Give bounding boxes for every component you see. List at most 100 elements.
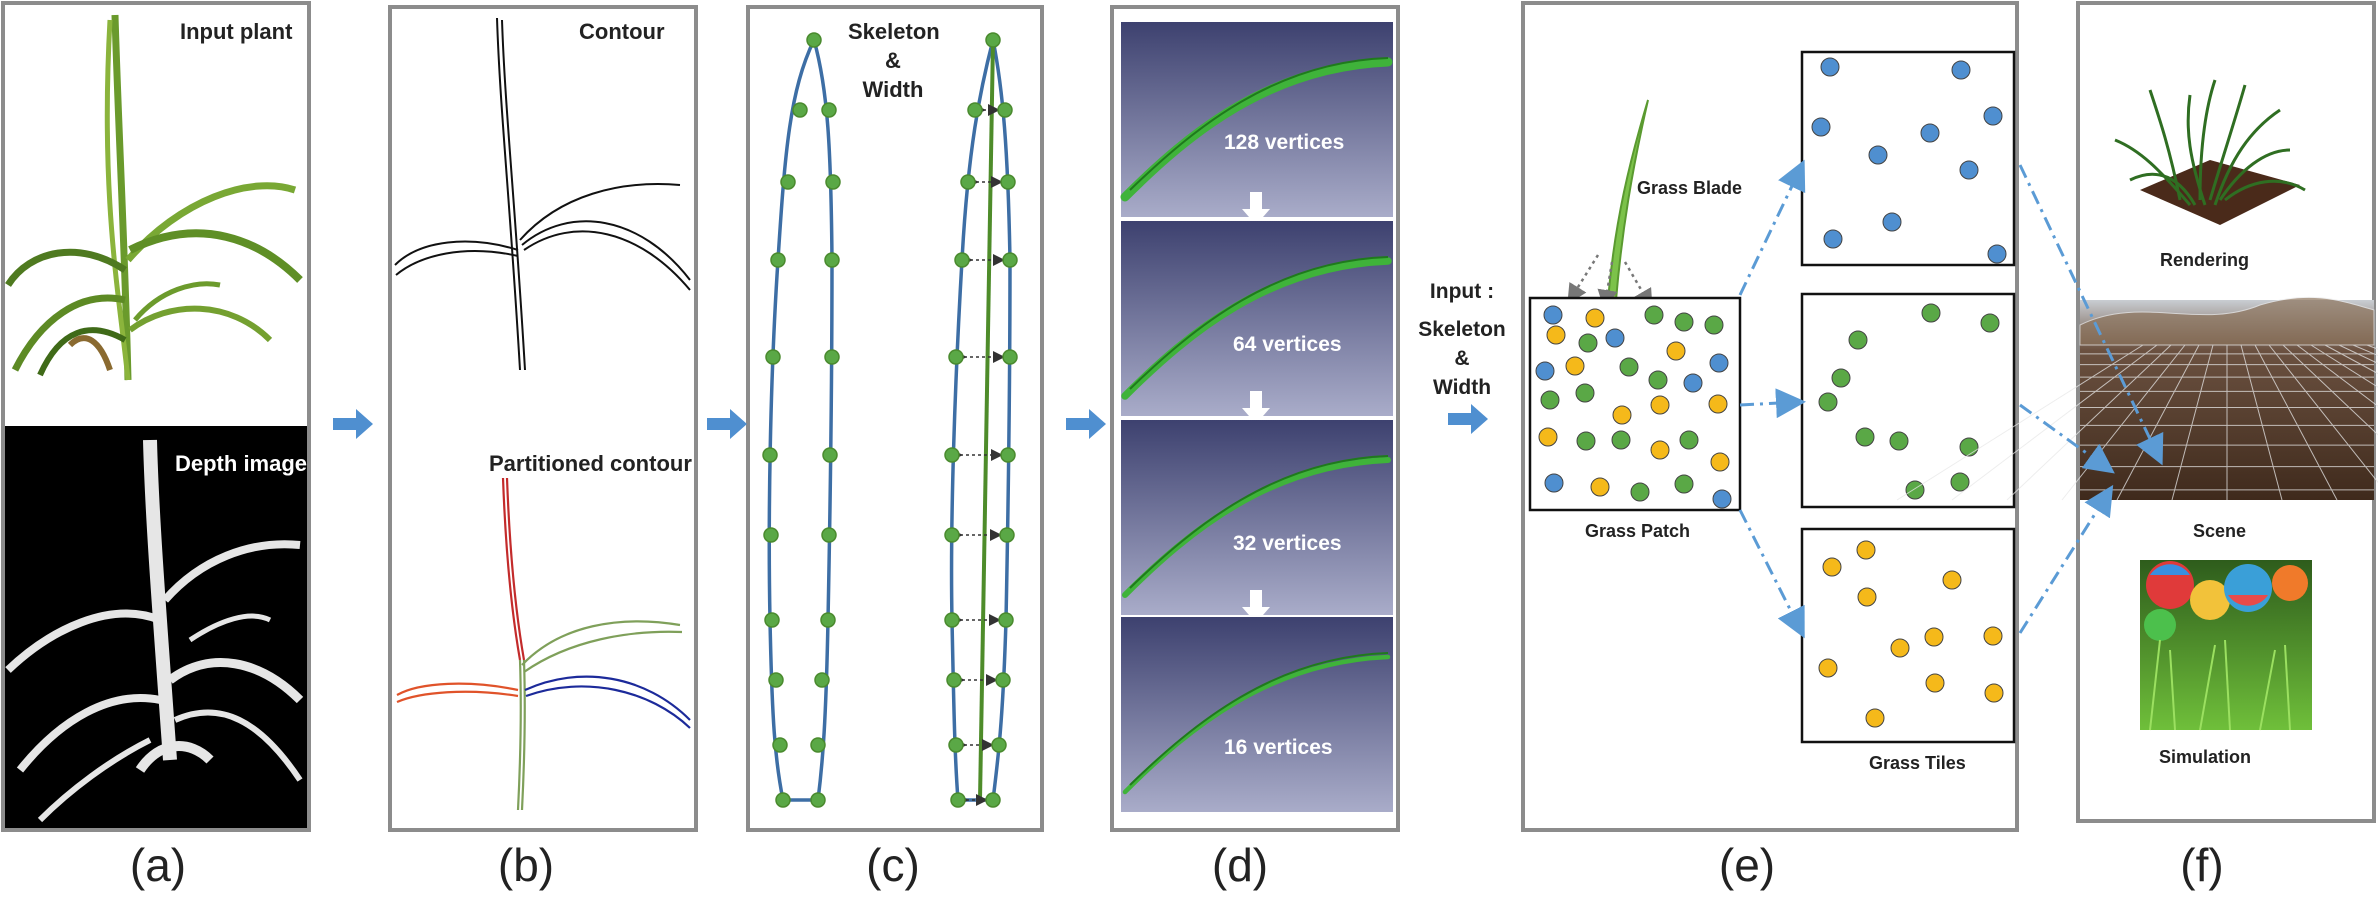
skeleton-node — [967, 102, 983, 118]
skeleton-node — [764, 612, 780, 628]
skeleton-node — [1002, 252, 1018, 268]
scene-grid-line — [2324, 344, 2378, 375]
caption-a: (a) — [129, 839, 187, 891]
skeleton-node — [770, 252, 786, 268]
arrow-d-to-e — [1448, 404, 1488, 434]
patch-dot — [1612, 405, 1632, 425]
patch-dot — [1538, 427, 1558, 447]
patch-dot — [1540, 390, 1560, 410]
contour-drawing — [394, 17, 691, 371]
green-dot — [1889, 431, 1909, 451]
panel-d — [1110, 5, 1400, 832]
scene-grid-line — [2171, 344, 2214, 501]
panel-c-frame — [746, 5, 1044, 832]
patch-dot — [1679, 430, 1699, 450]
input-plant-label: Input plant — [180, 19, 293, 44]
tile-dots — [1535, 57, 2007, 728]
skeleton-node — [810, 737, 826, 753]
scene-grid-line — [2282, 344, 2378, 436]
patch-dot — [1544, 473, 1564, 493]
green-dot — [1831, 368, 1851, 388]
skeleton-node — [822, 447, 838, 463]
patch-dot — [1611, 430, 1631, 450]
green-dot — [1905, 480, 1925, 500]
lod-64-label: 64 vertices — [1233, 333, 1342, 356]
patch-dot — [1648, 370, 1668, 390]
patch-dot — [1674, 312, 1694, 332]
input-label: Input : — [1429, 280, 1495, 303]
scene-grid — [1896, 296, 2378, 501]
skeleton-node — [944, 612, 960, 628]
green-dot — [1855, 427, 1875, 447]
blue-dot — [1920, 123, 1940, 143]
skeleton-node — [820, 612, 836, 628]
skeleton-node — [814, 672, 830, 688]
lod-32-label: 32 vertices — [1233, 532, 1342, 555]
lod-128-label: 128 vertices — [1224, 131, 1345, 154]
yellow-dot — [1822, 557, 1842, 577]
lod-down-arrow — [1242, 192, 1270, 225]
lod-blade-edge — [1129, 455, 1389, 589]
skeleton-node — [765, 349, 781, 365]
skeleton-node — [948, 737, 964, 753]
arrow-c-to-d — [1066, 409, 1106, 439]
patch-dot — [1709, 353, 1729, 373]
green-dot — [1980, 313, 2000, 333]
yellow-dot — [1890, 638, 1910, 658]
arrow-a-to-b — [333, 409, 373, 439]
panel-e — [1521, 1, 2019, 832]
arrow-b-to-c — [707, 409, 747, 439]
skeleton-node — [954, 252, 970, 268]
depth-image-silhouette — [5, 439, 304, 823]
skeleton-node — [998, 612, 1014, 628]
lod-down-arrow — [1242, 590, 1270, 623]
blue-dot — [1951, 60, 1971, 80]
skeleton-node — [944, 527, 960, 543]
scene-grid-line — [2006, 344, 2172, 501]
lod-16-label: 16 vertices — [1224, 736, 1333, 759]
input-ampersand-label: & — [1454, 347, 1470, 370]
skeleton-node — [948, 349, 964, 365]
patch-dot — [1535, 361, 1555, 381]
caption-d: (d) — [1211, 839, 1269, 891]
scene-hills — [2079, 296, 2375, 346]
patch-dot — [1565, 356, 1585, 376]
lod-level-box — [1121, 22, 1393, 217]
contour-label: Contour — [579, 19, 665, 44]
yellow-dot — [1984, 683, 2004, 703]
patch-dot — [1546, 325, 1566, 345]
scene-label: Scene — [2193, 521, 2247, 541]
skeleton-node — [780, 174, 796, 190]
skeleton-node — [985, 32, 1001, 48]
panel-c — [746, 5, 1044, 832]
patch-dot — [1605, 328, 1625, 348]
skeleton-left-nodes — [762, 32, 841, 808]
skeleton-node — [999, 527, 1015, 543]
yellow-dot — [1856, 540, 1876, 560]
grass-tiles-label: Grass Tiles — [1869, 753, 1966, 773]
skeleton-node — [824, 252, 840, 268]
green-dot — [1848, 330, 1868, 350]
patch-dot — [1704, 315, 1724, 335]
caption-e: (e) — [1718, 839, 1776, 891]
simulation-label: Simulation — [2159, 747, 2252, 767]
yellow-dot — [1865, 708, 1885, 728]
skeleton-label: Skeleton — [848, 19, 940, 44]
width-arrows — [951, 104, 1005, 806]
panel-f — [1896, 1, 2378, 823]
scene-grid-line — [2254, 344, 2338, 501]
skeleton-node — [763, 527, 779, 543]
scene-grid-line — [2061, 344, 2186, 501]
caption-c: (c) — [866, 839, 920, 891]
patch-dot — [1630, 482, 1650, 502]
patch-dot — [1650, 395, 1670, 415]
patch-dot — [1576, 431, 1596, 451]
blue-dot — [1823, 229, 1843, 249]
patch-dot — [1708, 394, 1728, 414]
skeleton-node — [991, 737, 1007, 753]
skeleton-node — [792, 102, 808, 118]
lod-blade — [1122, 654, 1391, 795]
lod-blade-edge — [1129, 57, 1389, 191]
skeleton-node — [768, 672, 784, 688]
